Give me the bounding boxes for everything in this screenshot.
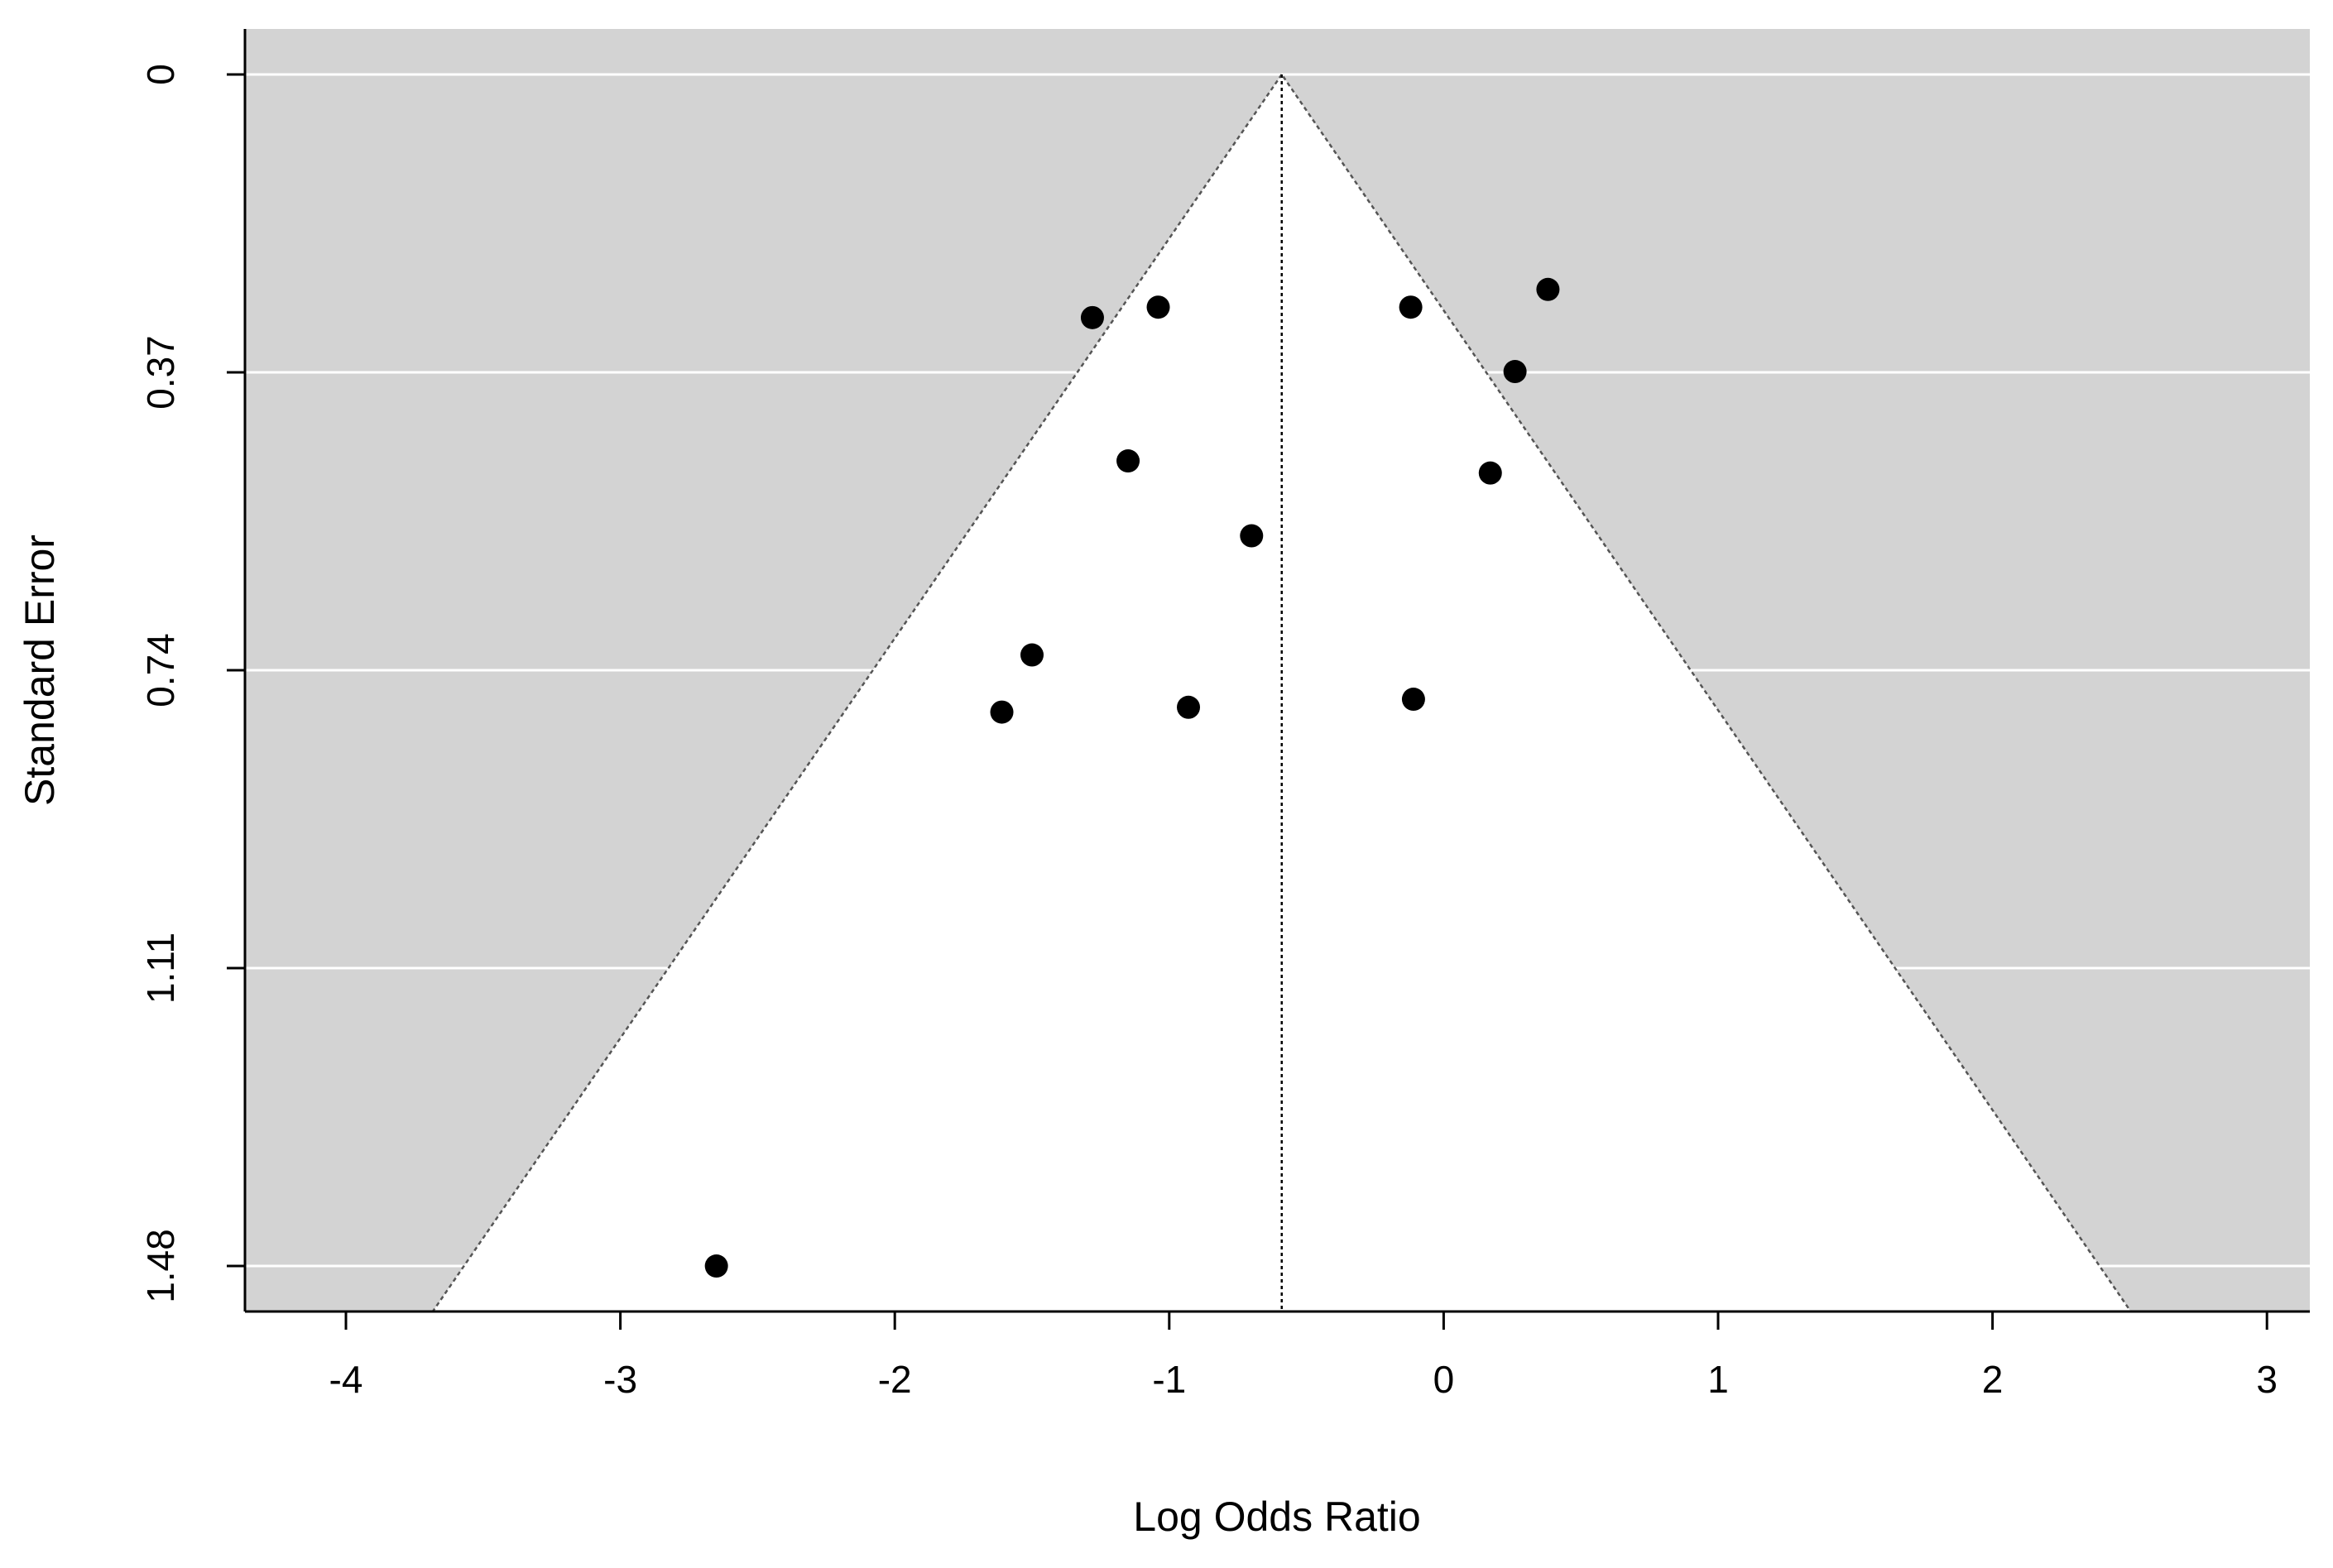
y-axis-title: Standard Error [17, 535, 63, 806]
y-axis-ticks: 0 0.37 0.74 1.11 1.48 [139, 64, 245, 1303]
y-tick-label-1: 0.37 [139, 335, 182, 410]
study-point-10 [990, 700, 1014, 724]
study-point-3 [1399, 295, 1423, 319]
study-point-2 [1146, 295, 1170, 319]
study-points [704, 277, 1560, 1278]
x-tick-label-6: 2 [1982, 1358, 2004, 1401]
study-point-6 [1116, 449, 1140, 473]
y-tick-label-2: 0.74 [139, 633, 182, 707]
y-tick-label-3: 1.11 [139, 933, 182, 1004]
y-tick-label-0: 0 [139, 64, 182, 85]
study-point-1 [1080, 305, 1104, 329]
x-tick-label-5: 1 [1707, 1358, 1729, 1401]
study-point-4 [1536, 277, 1560, 301]
x-tick-label-0: -4 [329, 1358, 363, 1401]
y-tick-label-4: 1.48 [139, 1229, 182, 1303]
study-point-7 [1478, 461, 1502, 485]
study-point-13 [704, 1254, 728, 1278]
study-point-5 [1503, 360, 1527, 384]
study-point-12 [1401, 688, 1425, 712]
x-tick-label-7: 3 [2256, 1358, 2278, 1401]
x-axis-ticks: -4 -3 -2 -1 0 1 2 3 [329, 1311, 2278, 1401]
study-point-11 [1177, 695, 1201, 719]
x-tick-label-2: -2 [878, 1358, 912, 1401]
x-tick-label-1: -3 [603, 1358, 637, 1401]
study-point-8 [1240, 524, 1264, 548]
x-tick-label-3: -1 [1152, 1358, 1186, 1401]
x-axis-title: Log Odds Ratio [1133, 1494, 1420, 1540]
x-tick-label-4: 0 [1433, 1358, 1455, 1401]
study-point-9 [1020, 643, 1044, 667]
